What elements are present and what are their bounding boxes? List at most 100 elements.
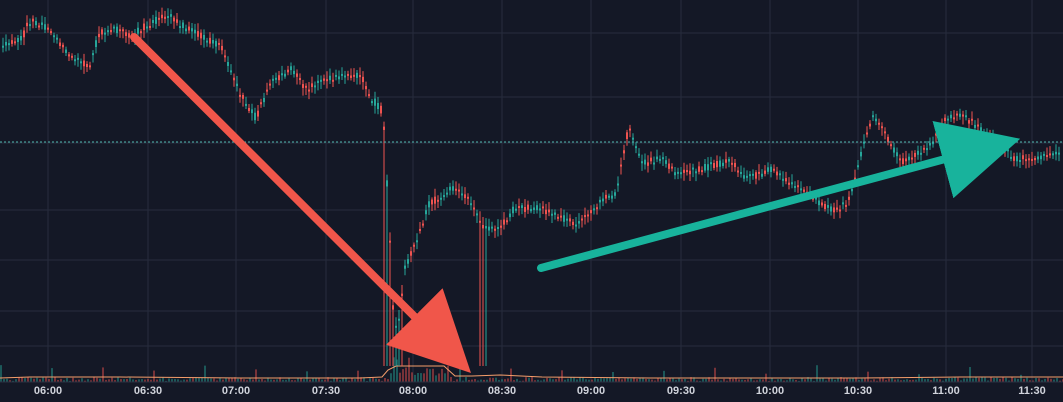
candle-207 <box>623 144 625 161</box>
candle-251 <box>755 170 757 185</box>
candle-13 <box>41 15 43 30</box>
volume-bar-279 <box>837 377 839 382</box>
candle-body-218 <box>656 156 658 160</box>
volume-bar-308 <box>924 379 926 382</box>
candle-212 <box>638 148 640 158</box>
candle-204 <box>614 189 616 199</box>
candle-body-237 <box>713 162 715 168</box>
candle-104 <box>314 81 316 94</box>
volume-bar-45 <box>135 380 137 382</box>
volume-bar-55 <box>165 380 167 382</box>
volume-bar-173 <box>519 380 521 382</box>
candle-32 <box>98 26 100 43</box>
volume-bar-258 <box>774 380 776 382</box>
candle-body-12 <box>38 25 40 28</box>
candle-body-158 <box>476 213 478 216</box>
volume-bar-40 <box>120 379 122 382</box>
candle-202 <box>608 193 610 200</box>
volume-bar-197 <box>591 379 593 382</box>
candle-192 <box>578 213 580 229</box>
volume-bar-104 <box>312 377 314 382</box>
candle-body-303 <box>911 157 913 160</box>
candle-body-243 <box>731 162 733 165</box>
candle-265 <box>797 180 799 193</box>
volume-bar-221 <box>663 370 665 382</box>
volume-bar-28 <box>84 380 86 382</box>
volume-bar-79 <box>237 378 239 382</box>
volume-bar-64 <box>192 378 194 382</box>
candle-body-311 <box>935 133 937 136</box>
volume-bar-256 <box>768 380 770 382</box>
volume-bar-161 <box>483 379 485 382</box>
candle-11 <box>35 17 37 29</box>
candle-body-308 <box>926 148 928 151</box>
volume-bar-175 <box>525 377 527 382</box>
candle-body-281 <box>845 204 847 207</box>
candle-body-325 <box>977 124 979 127</box>
candle-body-177 <box>533 207 535 211</box>
candle-156 <box>470 196 472 211</box>
volume-bar-41 <box>123 379 125 382</box>
candle-body-111 <box>335 74 337 77</box>
candle-149 <box>449 182 451 196</box>
volume-bar-23 <box>69 380 71 382</box>
volume-bar-265 <box>795 379 797 382</box>
candle-body-132 <box>398 318 400 321</box>
candle-body-231 <box>695 171 697 174</box>
candle-body-336 <box>1010 156 1012 159</box>
candle-body-252 <box>758 171 760 174</box>
volume-bar-339 <box>1017 378 1019 382</box>
volume-bar-352 <box>1056 378 1058 382</box>
volume-bar-321 <box>963 378 965 382</box>
candle-341 <box>1025 154 1027 169</box>
candle-26 <box>80 58 82 70</box>
candle-body-246 <box>740 172 742 175</box>
candle-174 <box>524 199 526 218</box>
time-label-0: 06:00 <box>34 385 62 397</box>
candle-body-276 <box>830 206 832 212</box>
volume-bar-344 <box>1032 380 1034 382</box>
candle-25 <box>77 53 79 67</box>
candle-352 <box>1058 146 1060 162</box>
candle-body-189 <box>569 218 571 222</box>
candle-body-229 <box>689 170 691 175</box>
volume-bar-100 <box>300 378 302 382</box>
volume-bar-318 <box>954 377 956 382</box>
candle-body-82 <box>248 107 250 112</box>
volume-bar-14 <box>42 377 44 382</box>
candle-body-234 <box>704 163 706 171</box>
candle-body-301 <box>905 158 907 162</box>
candle-body-200 <box>602 198 604 202</box>
candle-190 <box>572 219 574 230</box>
candle-118 <box>356 70 358 85</box>
candle-body-283 <box>851 188 853 192</box>
candle-343 <box>1031 151 1033 166</box>
candle-body-92 <box>278 75 280 81</box>
candle-27 <box>83 53 85 74</box>
candle-160 <box>482 217 484 366</box>
candle-178 <box>536 200 538 214</box>
candle-213 <box>641 154 643 171</box>
volume-bar-67 <box>201 377 203 382</box>
candle-209 <box>629 124 631 138</box>
volume-bar-174 <box>522 380 524 382</box>
candle-5 <box>17 35 19 50</box>
candle-42 <box>128 30 130 45</box>
candle-230 <box>692 163 694 178</box>
volume-bar-54 <box>162 377 164 382</box>
candle-147 <box>443 188 445 201</box>
candle-206 <box>620 157 622 175</box>
candle-body-352 <box>1058 152 1060 155</box>
candle-307 <box>923 144 925 153</box>
candle-66 <box>200 29 202 46</box>
candle-91 <box>275 72 277 84</box>
volume-bar-147 <box>441 368 443 382</box>
candle-161 <box>485 218 487 366</box>
candle-body-208 <box>626 132 628 140</box>
candle-body-137 <box>413 244 415 247</box>
volume-bar-216 <box>648 379 650 382</box>
candle-40 <box>122 27 124 39</box>
candle-body-166 <box>500 225 502 228</box>
volume-bar-319 <box>957 377 959 382</box>
candle-12 <box>38 22 40 31</box>
